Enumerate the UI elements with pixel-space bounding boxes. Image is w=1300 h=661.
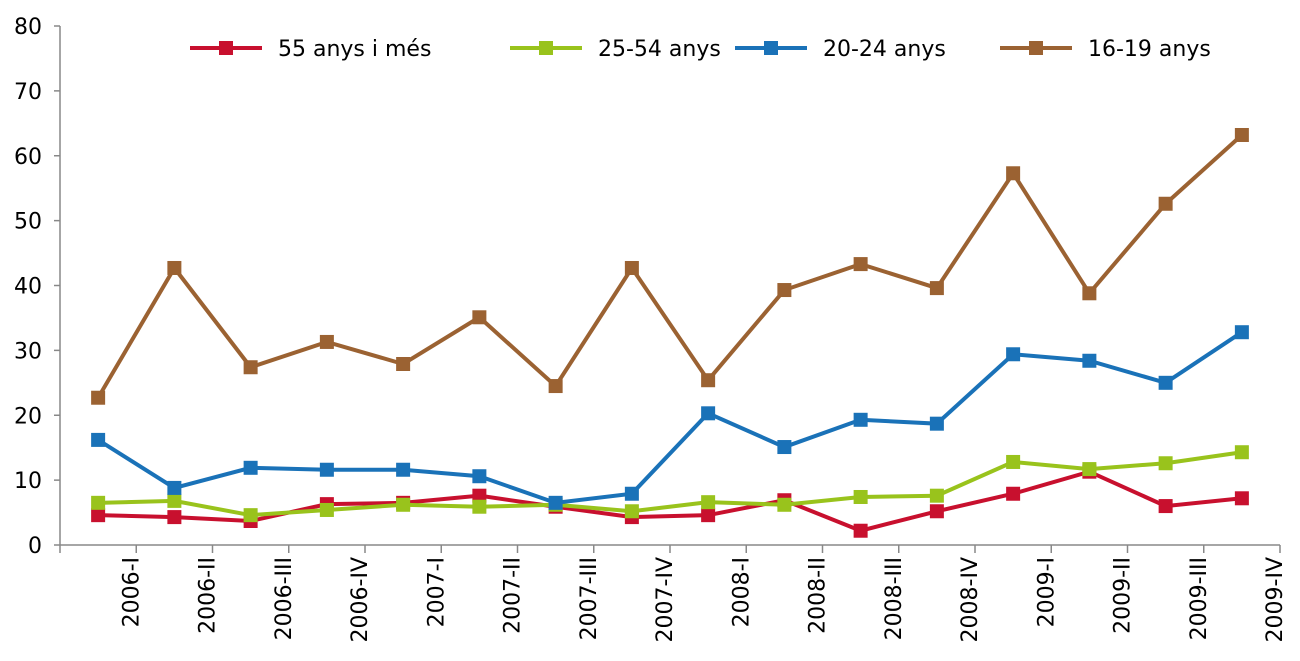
point — [929, 488, 944, 503]
point — [777, 497, 792, 512]
legend-marker — [219, 41, 233, 55]
legend-label: 25-54 anys — [598, 37, 721, 62]
x-tick-label: 2008-IV — [958, 557, 983, 642]
point — [1158, 499, 1173, 514]
y-tick-label: 0 — [28, 534, 42, 559]
point — [396, 356, 411, 371]
point — [319, 334, 334, 349]
point — [777, 283, 792, 298]
x-tick-label: 2007-IV — [653, 557, 678, 642]
point — [1006, 486, 1021, 501]
point — [624, 260, 639, 275]
series-line — [98, 450, 1243, 518]
point — [243, 508, 258, 523]
point — [701, 406, 716, 421]
point — [1082, 286, 1097, 301]
y-tick-label: 50 — [14, 210, 42, 235]
series-line — [96, 133, 1244, 399]
x-tick-label: 2006-I — [119, 557, 144, 627]
point — [1158, 196, 1173, 211]
point — [929, 504, 944, 519]
legend-marker — [539, 41, 553, 55]
series-line — [98, 469, 1243, 533]
point — [243, 460, 258, 475]
point — [396, 497, 411, 512]
point — [1234, 325, 1249, 340]
point — [701, 373, 716, 388]
point — [91, 432, 106, 447]
x-tick-label: 2009-IV — [1263, 557, 1288, 642]
x-tick-label: 2009-I — [1034, 557, 1059, 627]
point — [701, 508, 716, 523]
point — [91, 390, 106, 405]
legend-label: 16-19 anys — [1088, 37, 1211, 62]
x-tick-label: 2009-II — [1111, 557, 1136, 634]
point — [701, 495, 716, 510]
x-tick-label: 2006-II — [196, 557, 221, 634]
point — [472, 469, 487, 484]
point — [396, 462, 411, 477]
point — [1158, 456, 1173, 471]
point — [929, 281, 944, 296]
y-tick-label: 60 — [14, 145, 42, 170]
legend-label: 20-24 anys — [823, 37, 946, 62]
point — [548, 495, 563, 510]
y-tick-label: 20 — [14, 404, 42, 429]
x-tick-label: 2007-II — [501, 557, 526, 634]
x-tick-label: 2006-IV — [348, 557, 373, 642]
point — [91, 508, 106, 523]
point — [319, 462, 334, 477]
x-tick-label: 2007-III — [577, 557, 602, 640]
point — [1234, 491, 1249, 506]
point — [853, 257, 868, 272]
point — [1234, 445, 1249, 460]
point — [472, 310, 487, 325]
point — [1082, 462, 1097, 477]
x-tick-label: 2008-II — [806, 557, 831, 634]
legend-marker — [764, 41, 778, 55]
y-tick-label: 40 — [14, 275, 42, 300]
x-tick-label: 2009-III — [1187, 557, 1212, 640]
y-tick-label: 80 — [14, 15, 42, 40]
point — [167, 493, 182, 508]
x-tick-label: 2007-I — [424, 557, 449, 627]
point — [91, 495, 106, 510]
series-line — [97, 330, 1243, 505]
point — [548, 379, 563, 394]
point — [472, 499, 487, 514]
x-tick-label: 2008-I — [729, 557, 754, 627]
point — [167, 260, 182, 275]
legend-marker — [1029, 41, 1043, 55]
point — [777, 440, 792, 455]
y-tick-label: 30 — [14, 339, 42, 364]
point — [624, 504, 639, 519]
point — [853, 489, 868, 504]
x-tick-label: 2008-III — [882, 557, 907, 640]
point — [853, 523, 868, 538]
point — [929, 416, 944, 431]
point — [167, 480, 182, 495]
point — [167, 510, 182, 525]
point — [1006, 454, 1021, 469]
point — [243, 360, 258, 375]
y-tick-label: 10 — [14, 469, 42, 494]
y-tick-label: 70 — [14, 80, 42, 105]
point — [1006, 347, 1021, 362]
point — [1158, 375, 1173, 390]
point — [853, 412, 868, 427]
point — [1006, 166, 1021, 181]
point — [319, 502, 334, 517]
point — [1234, 127, 1249, 142]
legend-label: 55 anys i més — [278, 37, 431, 62]
point — [1082, 353, 1097, 368]
point — [472, 488, 487, 503]
x-tick-label: 2006-III — [272, 557, 297, 640]
point — [624, 486, 639, 501]
